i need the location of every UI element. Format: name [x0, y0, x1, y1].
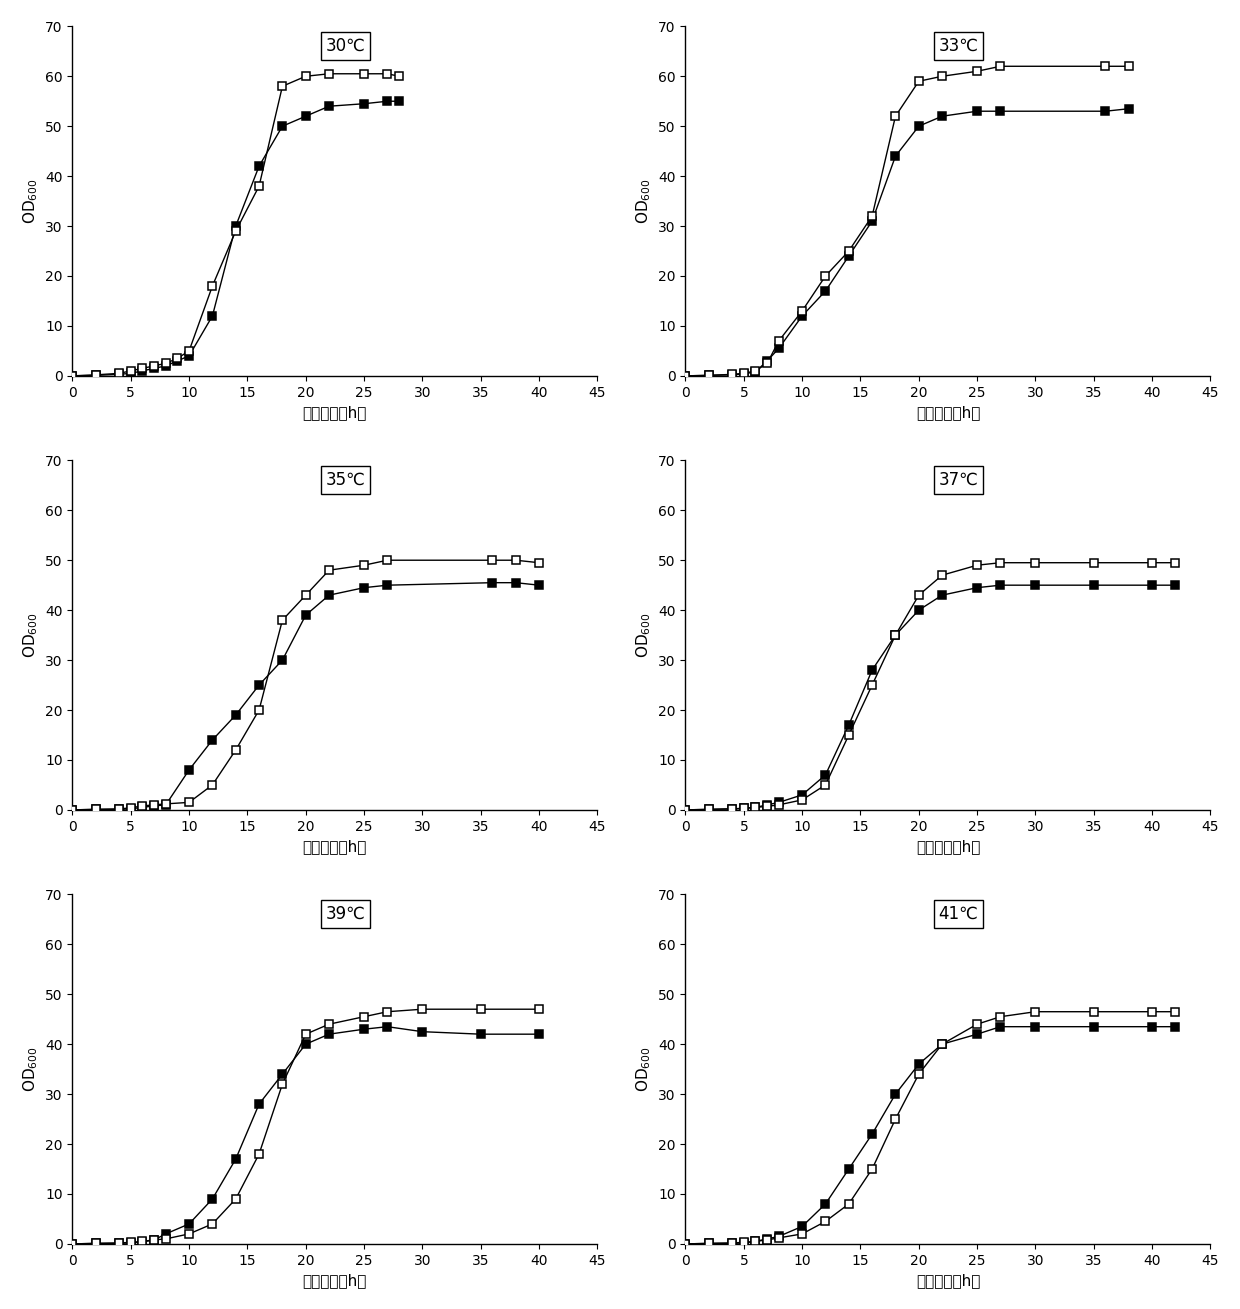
- Text: 39℃: 39℃: [326, 905, 366, 923]
- Text: 30℃: 30℃: [326, 37, 366, 55]
- Text: 35℃: 35℃: [326, 471, 366, 488]
- Y-axis label: OD$_{600}$: OD$_{600}$: [21, 1046, 40, 1092]
- Y-axis label: OD$_{600}$: OD$_{600}$: [634, 613, 652, 658]
- X-axis label: 培养时间（h）: 培养时间（h）: [303, 1274, 367, 1288]
- Text: 33℃: 33℃: [939, 37, 978, 55]
- Y-axis label: OD$_{600}$: OD$_{600}$: [21, 613, 40, 658]
- X-axis label: 培养时间（h）: 培养时间（h）: [916, 839, 980, 855]
- X-axis label: 培养时间（h）: 培养时间（h）: [916, 1274, 980, 1288]
- Y-axis label: OD$_{600}$: OD$_{600}$: [21, 178, 40, 224]
- X-axis label: 培养时间（h）: 培养时间（h）: [916, 404, 980, 420]
- Text: 37℃: 37℃: [939, 471, 978, 488]
- X-axis label: 培养时间（h）: 培养时间（h）: [303, 404, 367, 420]
- Y-axis label: OD$_{600}$: OD$_{600}$: [634, 178, 652, 224]
- Text: 41℃: 41℃: [939, 905, 978, 923]
- Y-axis label: OD$_{600}$: OD$_{600}$: [634, 1046, 652, 1092]
- X-axis label: 培养时间（h）: 培养时间（h）: [303, 839, 367, 855]
